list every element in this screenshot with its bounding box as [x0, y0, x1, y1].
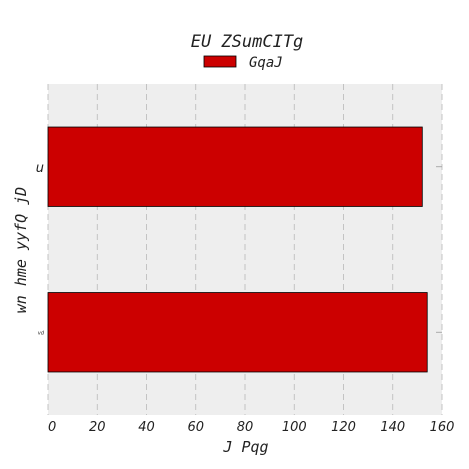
bar-vd	[47, 292, 428, 373]
x-tick-label: 120	[331, 420, 356, 435]
y-tick-labels: u vd	[36, 161, 45, 337]
legend-label: GqaJ	[249, 55, 283, 71]
x-tick-label: 80	[237, 420, 254, 435]
x-tick-label: 100	[282, 420, 307, 435]
x-tick-label: 40	[138, 420, 155, 435]
y-axis-label: wn hme yyfQ jD	[12, 187, 30, 313]
bar-u	[47, 126, 423, 207]
x-tick-label: 160	[430, 420, 455, 435]
x-axis-label: J Pqg	[222, 438, 268, 456]
bars	[47, 126, 428, 373]
chart-title: EU ZSumCITg	[191, 32, 304, 52]
x-tick-label: 60	[187, 420, 204, 435]
y-tick-label: vd	[38, 330, 45, 336]
legend-swatch	[203, 55, 237, 68]
x-tick-label: 0	[48, 420, 56, 435]
x-tick-label: 20	[89, 420, 106, 435]
y-tick-label: u	[36, 161, 44, 176]
x-tick-labels: 0 20 40 60 80 100 120 140 160	[48, 420, 454, 435]
x-tick-label: 140	[380, 420, 405, 435]
legend: GqaJ	[203, 55, 283, 71]
